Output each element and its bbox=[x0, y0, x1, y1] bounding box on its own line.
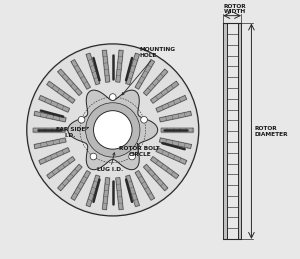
Circle shape bbox=[78, 116, 85, 123]
Bar bbox=[223, 23, 226, 239]
Polygon shape bbox=[71, 60, 91, 89]
Polygon shape bbox=[160, 138, 191, 149]
Polygon shape bbox=[47, 157, 75, 179]
Polygon shape bbox=[102, 178, 110, 210]
Polygon shape bbox=[126, 175, 140, 207]
Text: MOUNTING
HOLE: MOUNTING HOLE bbox=[122, 47, 176, 95]
Polygon shape bbox=[160, 111, 191, 122]
Polygon shape bbox=[116, 178, 123, 210]
Text: ROTOR BOLT
CIRCLE: ROTOR BOLT CIRCLE bbox=[119, 143, 160, 157]
Circle shape bbox=[129, 153, 135, 160]
Polygon shape bbox=[68, 90, 158, 170]
Polygon shape bbox=[151, 157, 179, 179]
Polygon shape bbox=[116, 50, 123, 82]
Polygon shape bbox=[71, 171, 91, 200]
Polygon shape bbox=[39, 148, 70, 164]
Polygon shape bbox=[58, 164, 82, 191]
Circle shape bbox=[90, 153, 97, 160]
Polygon shape bbox=[39, 96, 70, 112]
Circle shape bbox=[27, 44, 199, 216]
Text: ROTOR
DIAMETER: ROTOR DIAMETER bbox=[254, 126, 288, 136]
Polygon shape bbox=[86, 53, 100, 85]
Polygon shape bbox=[143, 69, 168, 96]
Text: FAR SIDE
I.D.: FAR SIDE I.D. bbox=[56, 127, 88, 138]
Polygon shape bbox=[86, 175, 100, 207]
Circle shape bbox=[28, 45, 197, 215]
Circle shape bbox=[110, 94, 116, 100]
Polygon shape bbox=[47, 81, 75, 103]
Text: LUG I.D.: LUG I.D. bbox=[97, 153, 123, 172]
Polygon shape bbox=[135, 171, 154, 200]
Polygon shape bbox=[135, 60, 154, 89]
Polygon shape bbox=[102, 50, 110, 82]
Polygon shape bbox=[156, 148, 187, 164]
Circle shape bbox=[94, 111, 132, 149]
Polygon shape bbox=[143, 164, 168, 191]
Polygon shape bbox=[126, 53, 140, 85]
Polygon shape bbox=[151, 81, 179, 103]
Polygon shape bbox=[33, 128, 64, 132]
Polygon shape bbox=[58, 69, 82, 96]
Polygon shape bbox=[161, 128, 193, 132]
Polygon shape bbox=[156, 96, 187, 112]
Text: ROTOR
WIDTH: ROTOR WIDTH bbox=[224, 4, 246, 14]
Circle shape bbox=[85, 103, 140, 157]
Circle shape bbox=[141, 116, 147, 123]
Polygon shape bbox=[34, 138, 66, 149]
Bar bbox=[238, 23, 241, 239]
Polygon shape bbox=[34, 111, 66, 122]
